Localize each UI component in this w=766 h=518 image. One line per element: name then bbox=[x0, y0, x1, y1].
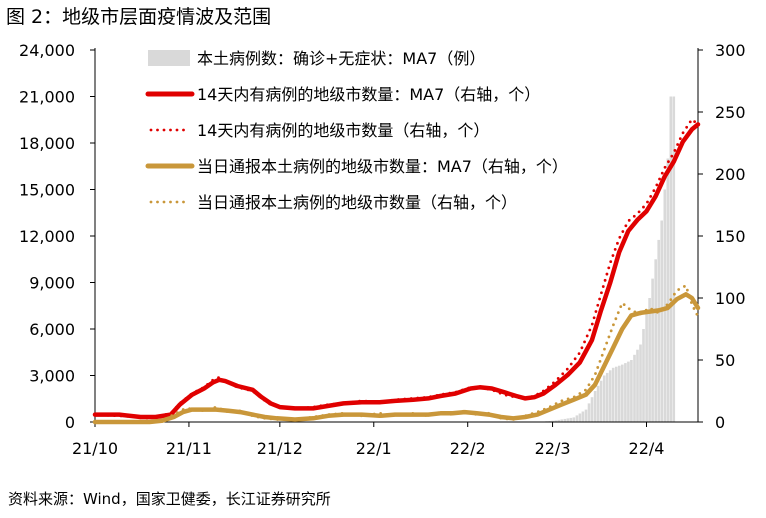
bars-series bbox=[539, 96, 676, 423]
bar bbox=[663, 189, 667, 422]
x-tick-label: 22/3 bbox=[535, 439, 571, 458]
bar bbox=[551, 420, 554, 422]
bar bbox=[581, 411, 585, 422]
y-left-tick-label: 21,000 bbox=[19, 88, 75, 107]
bar bbox=[584, 409, 588, 422]
x-tick-label: 21/10 bbox=[72, 439, 118, 458]
y-left-tick-label: 24,000 bbox=[19, 41, 75, 60]
y-left-tick-label: 18,000 bbox=[19, 134, 75, 153]
dotted-series-line bbox=[93, 284, 700, 424]
bar bbox=[621, 364, 624, 422]
line-series bbox=[92, 118, 701, 425]
y-left-tick-label: 12,000 bbox=[19, 227, 75, 246]
bar bbox=[566, 418, 570, 422]
bar bbox=[651, 278, 654, 422]
bar bbox=[645, 313, 648, 422]
bar bbox=[642, 329, 645, 422]
x-tick-label: 22/1 bbox=[356, 439, 392, 458]
legend-label: 当日通报本土病例的地级市数量：MA7（右轴，个） bbox=[197, 157, 568, 176]
y-right-tick-label: 50 bbox=[715, 351, 735, 370]
bar bbox=[654, 259, 657, 423]
y-right-tick-label: 200 bbox=[715, 165, 746, 184]
bar bbox=[557, 419, 560, 422]
series-line bbox=[92, 292, 701, 425]
bar bbox=[669, 96, 673, 422]
x-tick-label: 21/12 bbox=[257, 439, 303, 458]
figure-title: 图 2：地级市层面疫情波及范围 bbox=[6, 6, 272, 28]
legend-swatch bbox=[148, 50, 190, 66]
legend: 本土病例数：确诊+无症状：MA7（例） 14天内有病例的地级市数量：MA7（右轴，… bbox=[145, 49, 568, 212]
legend-label: 本土病例数：确诊+无症状：MA7（例） bbox=[197, 49, 485, 68]
bar bbox=[590, 397, 594, 422]
y-right-tick-label: 0 bbox=[715, 413, 725, 432]
bar bbox=[648, 298, 651, 422]
bar bbox=[624, 363, 627, 422]
x-tick-label: 22/2 bbox=[450, 439, 486, 458]
bar bbox=[578, 413, 582, 422]
bar bbox=[563, 418, 567, 422]
y-right-tick-label: 250 bbox=[715, 103, 746, 122]
bar bbox=[657, 239, 660, 422]
bar bbox=[554, 420, 557, 422]
axes: 0 3,000 6,000 9,000 12,000 15,000 18,000 21,000… bbox=[19, 41, 746, 458]
bar bbox=[611, 367, 615, 423]
bar bbox=[602, 375, 606, 422]
series-line bbox=[92, 122, 701, 420]
legend-label: 当日通报本土病例的地级市数量（右轴，个） bbox=[197, 193, 517, 212]
bar bbox=[618, 365, 621, 422]
legend-label: 14天内有病例的地级市数量：MA7（右轴，个） bbox=[197, 85, 540, 104]
dotted-series-line bbox=[93, 118, 700, 419]
bar bbox=[627, 361, 630, 422]
bar bbox=[608, 370, 612, 422]
bar bbox=[587, 403, 591, 422]
y-right-tick-label: 150 bbox=[715, 227, 746, 246]
bar bbox=[672, 96, 676, 422]
bar bbox=[639, 344, 642, 422]
y-left-tick-label: 0 bbox=[65, 413, 75, 432]
bar bbox=[636, 349, 639, 422]
bar bbox=[572, 417, 576, 422]
bar bbox=[605, 372, 609, 422]
bar bbox=[569, 417, 573, 422]
bar bbox=[615, 366, 618, 422]
bar bbox=[633, 354, 636, 422]
bar bbox=[575, 415, 579, 422]
y-left-tick-label: 3,000 bbox=[29, 367, 75, 386]
y-left-tick-label: 6,000 bbox=[29, 320, 75, 339]
bar bbox=[660, 220, 663, 422]
bar bbox=[593, 391, 597, 422]
y-left-tick-label: 15,000 bbox=[19, 181, 75, 200]
bar bbox=[599, 380, 603, 422]
x-tick-label: 21/11 bbox=[166, 439, 212, 458]
x-tick-label: 22/4 bbox=[629, 439, 665, 458]
bar bbox=[630, 360, 633, 422]
legend-label: 14天内有病例的地级市数量（右轴，个） bbox=[197, 121, 489, 140]
y-right-tick-label: 300 bbox=[715, 41, 746, 60]
y-left-tick-label: 9,000 bbox=[29, 274, 75, 293]
source-note: 资料来源：Wind，国家卫健委，长江证券研究所 bbox=[8, 490, 331, 508]
bar bbox=[596, 385, 600, 422]
bar bbox=[666, 158, 670, 422]
bar bbox=[560, 419, 563, 422]
y-right-tick-label: 100 bbox=[715, 289, 746, 308]
